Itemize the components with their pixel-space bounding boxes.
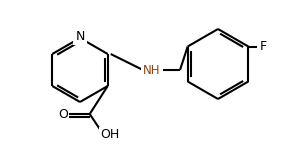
Text: F: F <box>260 40 267 53</box>
Text: NH: NH <box>143 64 161 76</box>
Text: N: N <box>75 31 85 43</box>
Text: O: O <box>58 107 68 121</box>
Text: OH: OH <box>100 128 119 142</box>
